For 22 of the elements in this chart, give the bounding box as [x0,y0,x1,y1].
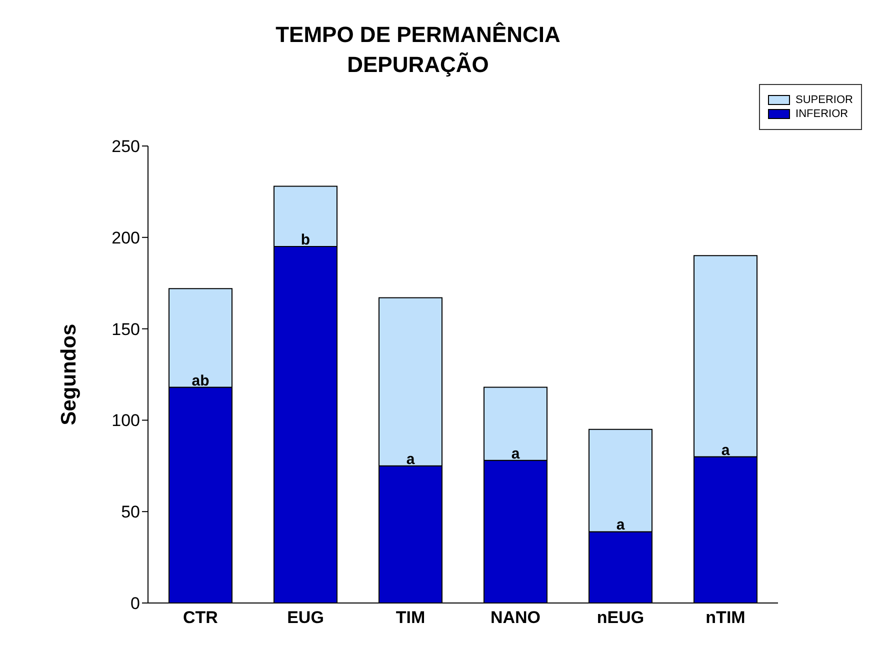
y-tick-label: 50 [121,502,140,522]
x-tick-label: NANO [490,608,541,628]
x-tick-label: CTR [183,608,218,628]
annotation: a [616,516,626,534]
y-tick-label: 0 [130,594,140,614]
x-tick-label: EUG [287,608,324,628]
annotation: b [300,232,310,249]
y-tick-label: 150 [112,320,140,339]
annotation: a [406,450,416,468]
y-tick-label: 250 [112,137,140,156]
y-tick-label: 200 [112,228,140,248]
annotation: ab [192,372,210,390]
chart-title: TEMPO DE PERMANÊNCIA DEPURAÇÃO [274,21,562,79]
x-tick-label: nEUG [596,608,644,628]
y-tick-label: 100 [112,411,140,430]
legend-label: SUPERIOR [796,93,853,107]
x-tick-label: TIM [396,608,426,628]
annotation: a [511,445,520,462]
annotation: a [721,442,730,459]
legend-label: INFERIOR [796,107,848,121]
y-axis-title: Segundos [57,324,80,426]
x-tick-label: nTIM [706,608,746,628]
